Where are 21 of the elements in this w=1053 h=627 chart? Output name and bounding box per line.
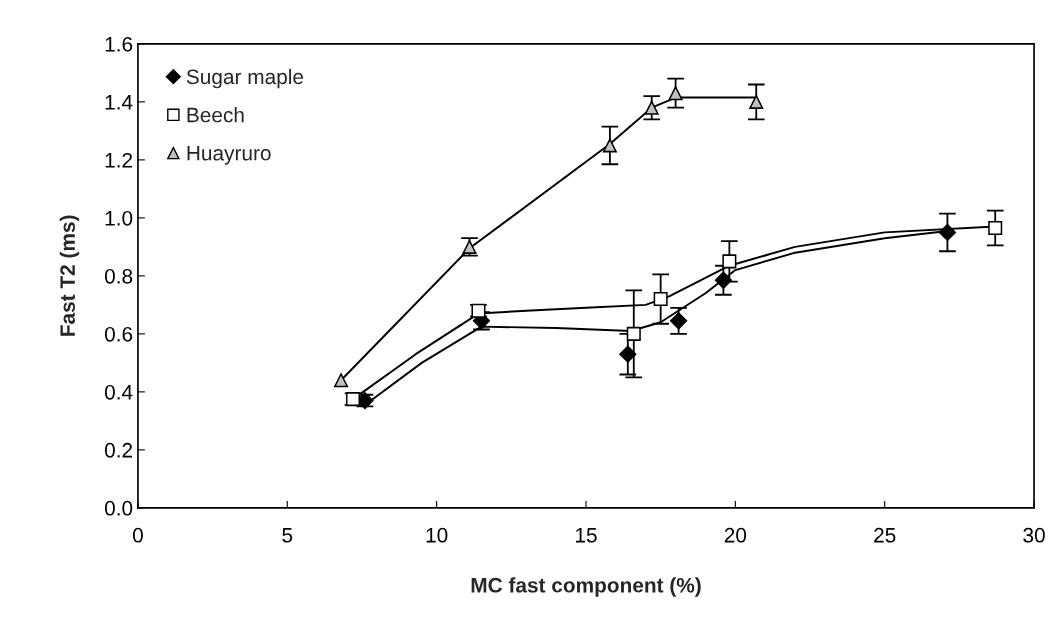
- y-tick-label: 1.6: [105, 36, 133, 52]
- y-tick-label: 0.4: [104, 384, 133, 400]
- x-tick-label: 25: [874, 527, 896, 543]
- x-tick-label: 5: [282, 528, 293, 543]
- x-tick-label: 0: [132, 527, 143, 543]
- legend-label: Sugar maple: [186, 68, 304, 89]
- x-tick-label: 30: [1023, 527, 1045, 543]
- x-tick-label: 10: [426, 527, 448, 543]
- y-tick-label: 1.2: [105, 152, 133, 168]
- legend-label: Beech: [187, 107, 244, 123]
- y-tick-label: 1.4: [105, 95, 133, 110]
- y-tick-label: 0.6: [104, 326, 133, 342]
- y-axis-title: Fast T2 (ms): [59, 215, 80, 336]
- y-tick-label: 0.2: [104, 442, 133, 458]
- x-tick-label: 15: [576, 528, 597, 543]
- x-axis-title: MC fast component (%): [471, 577, 701, 597]
- x-tick-label: 20: [724, 527, 747, 543]
- legend-label: Huayruro: [187, 146, 271, 165]
- y-tick-label: 1.0: [105, 210, 133, 226]
- y-tick-label: 0.8: [104, 268, 133, 284]
- y-tick-label: 0.0: [104, 500, 133, 516]
